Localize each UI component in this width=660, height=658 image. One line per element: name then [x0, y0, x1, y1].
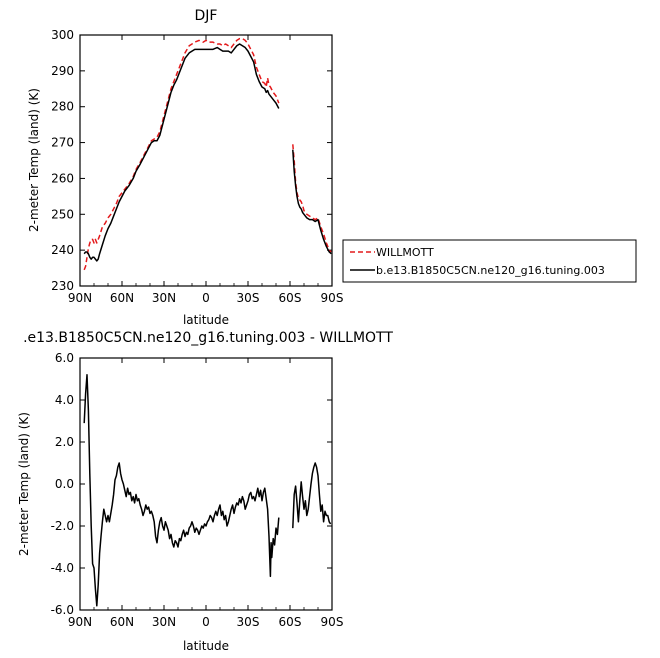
bottom-plot-content: 90N 60N 30N 0 30S 60S 90S -6.0 -4.0 -2.0 0.0 2.0 4.0… [51, 351, 344, 629]
bottom-y-tick-label: 2.0 [55, 435, 74, 449]
top-x-tick-label: 60S [279, 291, 302, 305]
top-x-axis-label: latitude [183, 313, 229, 327]
bottom-y-tick-label: -6.0 [51, 603, 74, 617]
top-plot-content: 90N 60N 30N 0 30S 60S 90S 230 240 250 260 270 280 290… [51, 28, 343, 305]
bottom-panel: .e13.B1850C5CN.ne120_g16.tuning.003 - WI… [17, 330, 393, 653]
bottom-x-tick-label: 30S [237, 615, 260, 629]
bottom-y-tick-label: 4.0 [55, 393, 74, 407]
top-x-tick-label: 30N [152, 291, 176, 305]
top-y-tick-label: 230 [51, 279, 74, 293]
top-x-tick-label: 60N [110, 291, 134, 305]
top-y-tick-label: 260 [51, 171, 74, 185]
top-series-0-line-segment [292, 144, 332, 253]
legend-label-model: b.e13.B1850C5CN.ne120_g16.tuning.003 [376, 264, 605, 277]
top-y-tick-label: 300 [51, 28, 74, 42]
bottom-panel-title: .e13.B1850C5CN.ne120_g16.tuning.003 - WI… [23, 330, 393, 346]
bottom-y-tick-label: 6.0 [55, 351, 74, 365]
bottom-x-tick-label: 90S [321, 615, 344, 629]
bottom-series-0-line-segment [292, 462, 332, 529]
bottom-y-tick-label: 0.0 [55, 477, 74, 491]
legend-box [342, 239, 637, 283]
top-y-tick-label: 240 [51, 243, 74, 257]
top-x-tick-label: 30S [237, 291, 260, 305]
top-series-1-line-segment [292, 149, 332, 255]
bottom-plot-frame [79, 357, 333, 611]
bottom-y-tick-label: -2.0 [51, 519, 74, 533]
legend: WILLMOTT b.e13.B1850C5CN.ne120_g16.tunin… [342, 239, 637, 283]
bottom-x-tick-label: 0 [202, 615, 210, 629]
bottom-y-tick-label: -4.0 [51, 561, 74, 575]
top-y-tick-label: 270 [51, 136, 74, 150]
top-series-0-line-segment [83, 37, 280, 271]
legend-label-willmott: WILLMOTT [376, 246, 434, 259]
bottom-series-0-line-segment [83, 374, 280, 607]
top-y-tick-label: 280 [51, 100, 74, 114]
bottom-x-tick-label: 60S [279, 615, 302, 629]
top-series-1-line-segment [83, 43, 280, 262]
bottom-x-tick-label: 90N [68, 615, 92, 629]
top-y-tick-label: 250 [51, 207, 74, 221]
bottom-y-axis-label: 2-meter Temp (land) (K) [17, 412, 31, 556]
bottom-x-tick-label: 30N [152, 615, 176, 629]
top-x-tick-label: 90N [68, 291, 92, 305]
top-x-tick-label: 0 [202, 291, 210, 305]
top-x-tick-label: 90S [321, 291, 344, 305]
bottom-x-axis-label: latitude [183, 639, 229, 653]
top-panel-title: DJF [195, 8, 218, 24]
top-panel: DJF 90N 60N 30N 0 30S 60S 90S 230 240 250 260 270 28… [27, 8, 637, 327]
top-y-tick-label: 290 [51, 64, 74, 78]
top-plot-frame [79, 34, 333, 287]
bottom-x-tick-label: 60N [110, 615, 134, 629]
top-y-axis-label: 2-meter Temp (land) (K) [27, 88, 41, 232]
